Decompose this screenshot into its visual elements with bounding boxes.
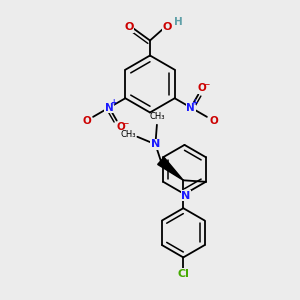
Text: O: O (209, 116, 218, 126)
Text: O: O (82, 116, 91, 126)
Text: +: + (110, 98, 116, 106)
Text: O: O (124, 22, 134, 32)
Text: CH₃: CH₃ (120, 130, 136, 139)
Text: H: H (173, 17, 182, 27)
Text: CH₃: CH₃ (149, 112, 165, 121)
Text: Cl: Cl (177, 269, 189, 279)
Polygon shape (158, 157, 183, 180)
Text: +: + (192, 98, 198, 107)
Text: O: O (116, 122, 125, 132)
Text: N: N (186, 103, 195, 112)
Text: N: N (151, 139, 160, 149)
Text: −: − (202, 80, 210, 88)
Text: N: N (182, 190, 190, 201)
Text: O: O (162, 22, 172, 32)
Text: O: O (198, 83, 206, 93)
Text: N: N (105, 103, 114, 112)
Text: −: − (121, 118, 128, 127)
